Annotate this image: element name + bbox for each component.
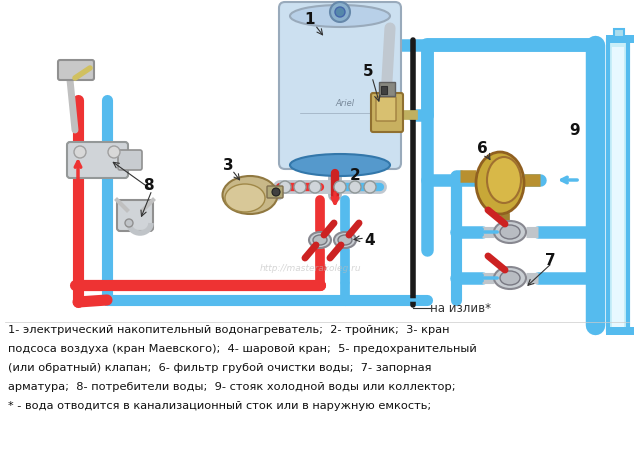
Ellipse shape [223, 176, 278, 214]
Bar [612, 47, 624, 329]
Ellipse shape [334, 232, 356, 248]
FancyBboxPatch shape [118, 150, 142, 170]
FancyBboxPatch shape [279, 2, 401, 169]
Ellipse shape [225, 184, 265, 212]
Bar [381, 86, 387, 94]
Ellipse shape [500, 225, 520, 239]
Ellipse shape [476, 152, 524, 214]
Text: 7: 7 [545, 253, 555, 267]
Bar [608, 40, 628, 330]
FancyBboxPatch shape [371, 93, 403, 132]
Ellipse shape [290, 154, 390, 176]
Text: (или обратный) клапан;  6- фильтр грубой очистки воды;  7- запорная: (или обратный) клапан; 6- фильтр грубой … [8, 363, 432, 373]
FancyBboxPatch shape [67, 142, 128, 178]
Ellipse shape [309, 232, 331, 248]
Text: 6: 6 [477, 141, 488, 155]
Circle shape [364, 181, 376, 193]
Text: подсоса воздуха (кран Маевского);  4- шаровой кран;  5- предохранительный: подсоса воздуха (кран Маевского); 4- шар… [8, 344, 477, 354]
Bar [606, 35, 634, 43]
FancyBboxPatch shape [58, 60, 94, 80]
Circle shape [279, 181, 291, 193]
Circle shape [349, 181, 361, 193]
Text: на излив*: на излив* [430, 301, 491, 314]
Circle shape [334, 181, 346, 193]
Ellipse shape [313, 235, 327, 245]
Bar [379, 82, 395, 96]
Text: 9: 9 [570, 123, 580, 137]
Text: Ariel: Ariel [335, 99, 354, 107]
Text: * - вода отводится в канализационный сток или в наружную емкость;: * - вода отводится в канализационный сто… [8, 401, 431, 411]
Text: http://masterakoleg.ru: http://masterakoleg.ru [259, 264, 361, 272]
Ellipse shape [494, 221, 526, 243]
Ellipse shape [494, 267, 526, 289]
Text: 3: 3 [223, 158, 233, 172]
Text: 1- электрический накопительный водонагреватель;  2- тройник;  3- кран: 1- электрический накопительный водонагре… [8, 325, 450, 335]
Circle shape [335, 7, 345, 17]
Bar [614, 29, 624, 37]
FancyBboxPatch shape [267, 186, 283, 198]
Circle shape [125, 219, 133, 227]
Text: 1: 1 [305, 12, 315, 28]
Text: арматура;  8- потребители воды;  9- стояк холодной воды или коллектор;: арматура; 8- потребители воды; 9- стояк … [8, 382, 456, 392]
Circle shape [74, 146, 86, 158]
Text: 8: 8 [143, 177, 153, 193]
Text: 4: 4 [365, 232, 375, 248]
FancyBboxPatch shape [117, 200, 153, 231]
Circle shape [108, 146, 120, 158]
Ellipse shape [338, 235, 352, 245]
FancyBboxPatch shape [376, 97, 396, 121]
Bar [606, 327, 634, 335]
Ellipse shape [290, 5, 390, 27]
Text: 5: 5 [363, 65, 373, 79]
Circle shape [294, 181, 306, 193]
Text: 2: 2 [349, 167, 360, 183]
Ellipse shape [500, 271, 520, 285]
Circle shape [330, 2, 350, 22]
Circle shape [272, 188, 280, 196]
Ellipse shape [487, 157, 521, 203]
Circle shape [309, 181, 321, 193]
